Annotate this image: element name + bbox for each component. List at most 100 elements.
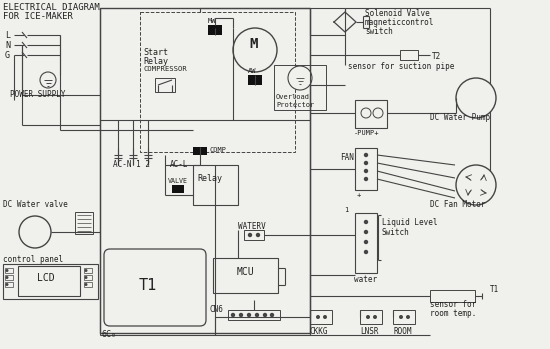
Bar bbox=[360, 310, 382, 324]
Bar bbox=[355, 213, 377, 273]
Bar bbox=[213, 258, 278, 293]
Circle shape bbox=[288, 66, 312, 90]
Circle shape bbox=[364, 177, 368, 181]
Text: control panel: control panel bbox=[3, 255, 63, 264]
Text: VALVE: VALVE bbox=[168, 178, 188, 184]
Bar bbox=[430, 290, 475, 302]
Text: -PUMP+: -PUMP+ bbox=[354, 130, 379, 136]
Bar bbox=[5, 275, 13, 280]
Circle shape bbox=[6, 276, 8, 279]
Circle shape bbox=[85, 269, 87, 272]
Text: FOR ICE-MAKER: FOR ICE-MAKER bbox=[3, 12, 73, 21]
Bar bbox=[310, 310, 332, 324]
Bar bbox=[18, 266, 80, 296]
Circle shape bbox=[364, 169, 368, 173]
Text: switch: switch bbox=[365, 27, 393, 36]
Bar bbox=[140, 12, 295, 152]
Text: COMP: COMP bbox=[209, 147, 226, 153]
Text: magneticcontrol: magneticcontrol bbox=[365, 18, 435, 27]
Bar bbox=[193, 165, 238, 205]
Text: WATERV: WATERV bbox=[238, 222, 266, 231]
Bar bbox=[75, 212, 93, 234]
Circle shape bbox=[316, 315, 320, 319]
Text: COMPRESSOR: COMPRESSOR bbox=[143, 66, 187, 72]
Circle shape bbox=[40, 72, 56, 88]
Text: Switch: Switch bbox=[382, 228, 410, 237]
Bar bbox=[355, 148, 377, 190]
Circle shape bbox=[366, 315, 370, 319]
Bar bbox=[274, 65, 326, 110]
Circle shape bbox=[255, 313, 259, 317]
Text: Start: Start bbox=[143, 48, 168, 57]
Circle shape bbox=[364, 240, 368, 244]
Circle shape bbox=[85, 276, 87, 279]
Bar bbox=[400, 50, 418, 60]
Text: room temp.: room temp. bbox=[430, 309, 476, 318]
Text: ROOM: ROOM bbox=[393, 327, 411, 336]
Text: DC Water valve: DC Water valve bbox=[3, 200, 68, 209]
Text: Relay: Relay bbox=[197, 174, 222, 183]
Circle shape bbox=[233, 28, 277, 72]
Text: L: L bbox=[5, 31, 10, 40]
Bar bbox=[5, 282, 13, 287]
Bar bbox=[84, 268, 92, 273]
Bar bbox=[5, 268, 13, 273]
Bar bbox=[393, 310, 415, 324]
Bar bbox=[355, 100, 387, 128]
Text: CN6: CN6 bbox=[210, 305, 224, 314]
Text: POWER SUPPLY: POWER SUPPLY bbox=[10, 90, 65, 99]
Text: sensor for suction pipe: sensor for suction pipe bbox=[348, 62, 454, 71]
Bar bbox=[228, 310, 280, 320]
Circle shape bbox=[364, 250, 368, 254]
Circle shape bbox=[406, 315, 410, 319]
Circle shape bbox=[263, 313, 267, 317]
Text: N: N bbox=[5, 41, 10, 50]
Bar bbox=[248, 75, 262, 85]
Circle shape bbox=[364, 153, 368, 157]
Circle shape bbox=[85, 283, 87, 286]
Text: ELECTRICAL DIAGRAM: ELECTRICAL DIAGRAM bbox=[3, 3, 100, 12]
Text: water: water bbox=[354, 275, 377, 284]
Text: AC-L: AC-L bbox=[170, 160, 189, 169]
Circle shape bbox=[364, 161, 368, 165]
Text: Liquid Level: Liquid Level bbox=[382, 218, 437, 227]
Bar bbox=[84, 275, 92, 280]
Text: T2: T2 bbox=[432, 52, 441, 61]
Circle shape bbox=[399, 315, 403, 319]
Circle shape bbox=[239, 313, 243, 317]
Circle shape bbox=[6, 283, 8, 286]
Circle shape bbox=[456, 78, 496, 118]
Circle shape bbox=[6, 269, 8, 272]
Text: sensor for: sensor for bbox=[430, 300, 476, 309]
Text: G: G bbox=[5, 51, 10, 60]
Text: Protector: Protector bbox=[276, 102, 314, 108]
Text: LNSR: LNSR bbox=[360, 327, 378, 336]
Bar bbox=[208, 25, 222, 35]
Text: Overload: Overload bbox=[276, 94, 310, 100]
Text: AC-N 1 2: AC-N 1 2 bbox=[113, 160, 150, 169]
Text: MCU: MCU bbox=[237, 267, 255, 277]
Text: DC Fan Motor: DC Fan Motor bbox=[430, 200, 486, 209]
Text: Relay: Relay bbox=[143, 57, 168, 66]
Bar bbox=[3, 264, 98, 299]
Text: T1: T1 bbox=[490, 285, 499, 294]
Text: 6C₀: 6C₀ bbox=[102, 330, 117, 339]
Circle shape bbox=[373, 315, 377, 319]
Circle shape bbox=[270, 313, 274, 317]
Bar bbox=[244, 230, 264, 240]
Text: FAN: FAN bbox=[340, 153, 354, 162]
Circle shape bbox=[247, 313, 251, 317]
Circle shape bbox=[364, 220, 368, 224]
Bar bbox=[100, 8, 310, 333]
Circle shape bbox=[231, 313, 235, 317]
Circle shape bbox=[19, 216, 51, 248]
Bar bbox=[172, 185, 184, 193]
Text: CKKG: CKKG bbox=[310, 327, 328, 336]
Text: +: + bbox=[357, 192, 361, 198]
Text: M: M bbox=[249, 37, 257, 51]
Circle shape bbox=[456, 165, 496, 205]
Text: 1: 1 bbox=[344, 207, 348, 213]
Bar bbox=[193, 147, 207, 155]
Circle shape bbox=[364, 230, 368, 234]
Text: AW: AW bbox=[248, 68, 256, 74]
